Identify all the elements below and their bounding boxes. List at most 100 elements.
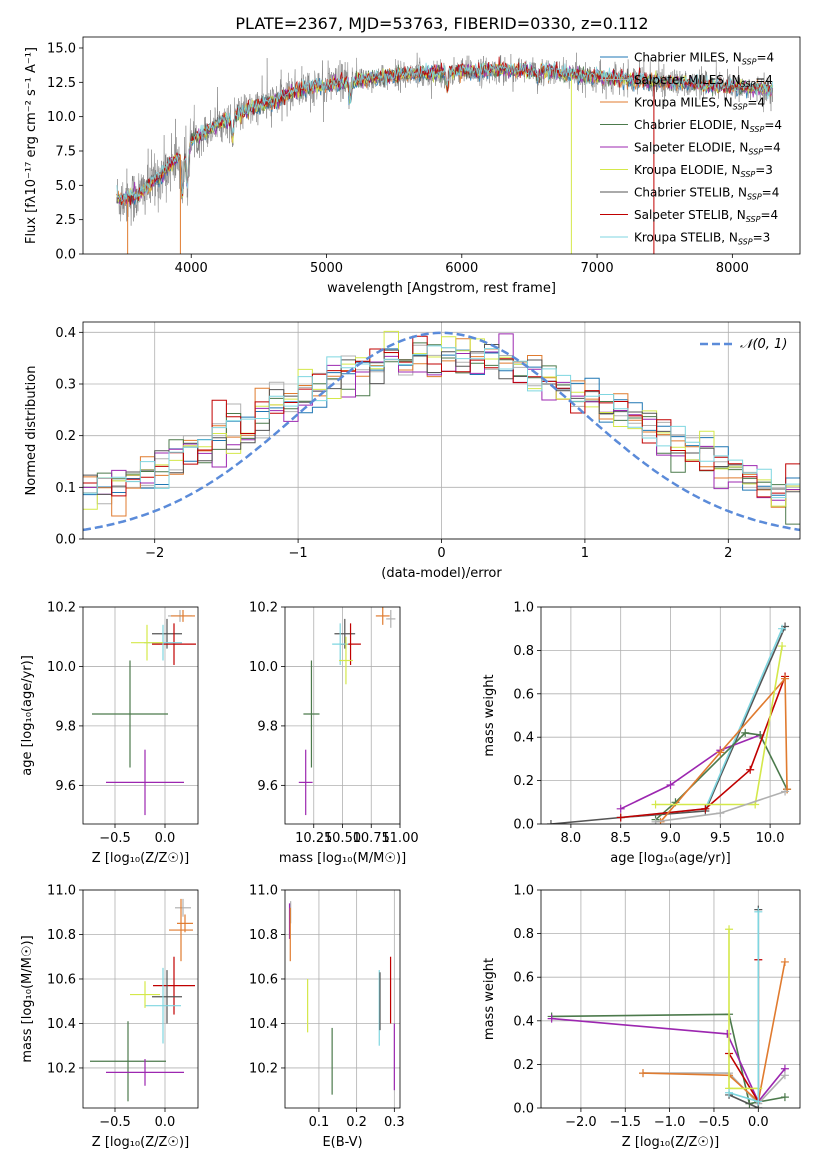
- y-tick-label: 0.2: [513, 1058, 534, 1073]
- y-tick-label: 10.4: [249, 1017, 278, 1032]
- y-tick-label: 0.3: [55, 378, 76, 393]
- y-tick-label: 10.0: [249, 660, 278, 675]
- y-tick-label: 10.2: [47, 1061, 76, 1076]
- weight-line: [655, 732, 788, 821]
- weight-marker: [723, 1029, 732, 1038]
- weight-marker: [780, 957, 789, 966]
- y-tick-label: 10.4: [47, 1017, 76, 1032]
- x-axis-label: wavelength [Angstrom, rest frame]: [327, 281, 556, 296]
- residual-histogram: [83, 345, 800, 499]
- x-tick-label: 0.2: [346, 1115, 367, 1130]
- weight-marker: [780, 1071, 789, 1080]
- y-axis-label: mass weight: [482, 674, 497, 756]
- x-tick-label: 9.5: [710, 831, 731, 846]
- y-tick-label: 5.0: [55, 179, 76, 194]
- x-axis-label: mass [log₁₀(M/M☉)]: [279, 851, 406, 866]
- figure-title: PLATE=2367, MJD=53763, FIBERID=0330, z=0…: [235, 14, 648, 33]
- x-tick-label: −1.0: [654, 1115, 686, 1130]
- weight_vs_Z-plot-area: [547, 905, 789, 1108]
- y-axis-label: age [log₁₀(age/yr)]: [20, 655, 35, 776]
- weight-marker: [716, 748, 725, 757]
- weight-marker: [725, 1088, 734, 1097]
- x-tick-label: −0.5: [698, 1115, 730, 1130]
- axes-frame: [540, 606, 801, 825]
- x-axis-label: Z [log₁₀(Z/Z☉)]: [622, 1135, 719, 1150]
- x-tick-label: 0.3: [384, 1115, 405, 1130]
- legend-label: Salpeter ELODIE, NSSP=4: [634, 141, 781, 157]
- y-tick-label: 0.2: [513, 774, 534, 789]
- mass_vs_Z-chart: −0.5 0.0 10.2 10.4 10.6 10.8 11.0 Z [log₁₀(Z/Z☉…: [20, 884, 199, 1150]
- x-axis-label: Z [log₁₀(Z/Z☉)]: [92, 1135, 189, 1150]
- legend-label: Salpeter STELIB, NSSP=4: [634, 208, 778, 224]
- weight-marker: [725, 925, 734, 934]
- weight-marker: [716, 809, 725, 818]
- x-tick-label: 0.0: [155, 831, 176, 846]
- weight-marker: [780, 1093, 789, 1102]
- x-tick-label: 0: [437, 546, 445, 561]
- axes-frame: [82, 36, 801, 255]
- y-tick-label: 15.0: [47, 41, 76, 56]
- x-tick-label: 8.0: [561, 831, 582, 846]
- x-tick-label: 7000: [581, 261, 614, 276]
- x-tick-label: 10.50: [324, 831, 361, 846]
- x-tick-label: 5000: [310, 261, 343, 276]
- y-tick-label: 0.4: [513, 731, 534, 746]
- y-tick-label: 2.5: [55, 213, 76, 228]
- y-tick-label: 10.6: [47, 972, 76, 987]
- y-tick-label: 9.8: [257, 719, 278, 734]
- weight-marker: [754, 1097, 763, 1106]
- mass_vs_ebv-plot-area: [288, 901, 395, 1095]
- weight-marker: [781, 787, 790, 796]
- weight-line: [728, 911, 760, 1103]
- y-tick-label: 9.6: [257, 779, 278, 794]
- weight-marker: [547, 1014, 556, 1023]
- age_vs_Z-chart: −0.5 0.0 9.6 9.8 10.0 10.2 Z [log₁₀(Z/Z☉)] age …: [20, 601, 199, 866]
- weight_vs_age-plot-area: [546, 622, 792, 824]
- mass_vs_ebv-chart: 0.1 0.2 0.3 10.2 10.4 10.6 10.8 11.0 E(B-V): [249, 884, 405, 1151]
- weight-line: [551, 1017, 786, 1104]
- x-tick-label: 9.0: [660, 831, 681, 846]
- legend-label: Chabrier MILES, NSSP=4: [634, 51, 774, 67]
- y-tick-label: 10.2: [47, 601, 76, 616]
- x-tick-label: 2: [724, 546, 732, 561]
- x-axis-label: E(B-V): [322, 1135, 362, 1150]
- y-tick-label: 10.0: [47, 660, 76, 675]
- weight-marker: [651, 800, 660, 809]
- weight_vs_Z-chart: −2.0 −1.5 −1.0 −0.5 0.0 0.0 0.2 0.4 0.6 0.8 1.0 Z […: [482, 884, 801, 1150]
- legend-label: Kroupa STELIB, NSSP=3: [634, 231, 770, 247]
- y-tick-label: 9.6: [55, 779, 76, 794]
- x-tick-label: 8.5: [610, 831, 631, 846]
- normal-distribution-curve: [83, 331, 800, 532]
- x-tick-label: 1: [581, 546, 589, 561]
- legend-label: Kroupa ELODIE, NSSP=3: [634, 163, 773, 179]
- spectrum-chart: 4000 5000 6000 7000 8000 0.0 2.5 5.0 7.5 10.0 12.5…: [24, 36, 801, 296]
- residuals-chart: −2 −1 0 1 2 0.0 0.1 0.2 0.3 0.4 (data-model)/error…: [24, 321, 801, 581]
- y-tick-label: 9.8: [55, 719, 76, 734]
- axes-frame: [540, 889, 801, 1109]
- legend-label: Chabrier ELODIE, NSSP=4: [634, 118, 782, 134]
- x-tick-label: 0.0: [748, 1115, 769, 1130]
- weight-marker: [651, 817, 660, 824]
- weight-marker: [639, 1069, 648, 1078]
- y-tick-label: 0.8: [513, 644, 534, 659]
- y-tick-label: 11.0: [47, 884, 76, 899]
- y-tick-label: 0.2: [55, 429, 76, 444]
- x-tick-label: 11.00: [381, 831, 418, 846]
- age_vs_Z-plot-area: [92, 609, 196, 816]
- y-tick-label: 0.0: [55, 533, 76, 548]
- y-tick-label: 10.8: [249, 928, 278, 943]
- weight-line: [620, 676, 786, 819]
- weight-marker: [701, 804, 710, 813]
- y-tick-label: 7.5: [55, 144, 76, 159]
- weight-marker: [746, 765, 755, 774]
- y-tick-label: 0.4: [55, 326, 76, 341]
- mass_vs_Z-plot-area: [90, 898, 195, 1102]
- weight-line: [620, 734, 761, 810]
- x-tick-label: −0.5: [99, 1115, 131, 1130]
- axes-frame: [284, 889, 401, 1109]
- y-tick-label: 0.4: [513, 1014, 534, 1029]
- x-axis-label: (data-model)/error: [381, 566, 502, 581]
- x-tick-label: 4000: [175, 261, 208, 276]
